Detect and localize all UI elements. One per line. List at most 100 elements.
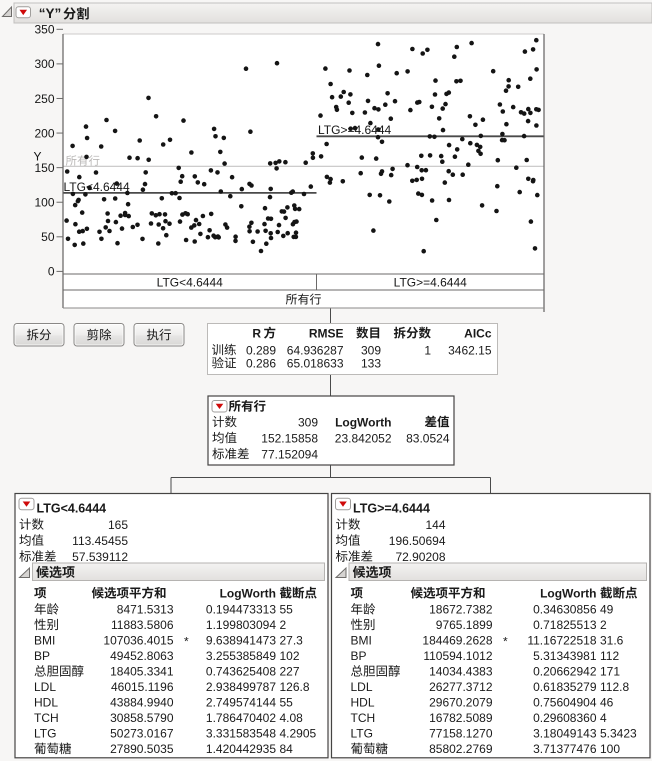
svg-text:0.20662942: 0.20662942: [533, 665, 597, 679]
svg-text:0.75604904: 0.75604904: [533, 696, 597, 710]
svg-text:102: 102: [280, 649, 300, 663]
svg-text:77158.1270: 77158.1270: [429, 727, 493, 741]
svg-text:72.90208: 72.90208: [395, 550, 445, 564]
svg-text:110594.1012: 110594.1012: [423, 649, 493, 663]
svg-text:LTG: LTG: [351, 727, 373, 741]
svg-text:309: 309: [361, 343, 381, 357]
svg-text:126.8: 126.8: [280, 680, 310, 694]
svg-text:TCH: TCH: [351, 711, 376, 725]
svg-text:4.2905: 4.2905: [280, 727, 317, 741]
svg-text:165: 165: [108, 518, 128, 532]
svg-text:64.936287: 64.936287: [287, 343, 344, 357]
svg-text:0.743625408: 0.743625408: [206, 665, 276, 679]
svg-text:9.638941473: 9.638941473: [206, 634, 276, 648]
svg-text:18672.7382: 18672.7382: [429, 603, 493, 617]
svg-text:11883.5806: 11883.5806: [111, 618, 174, 632]
svg-text:83.0524: 83.0524: [406, 431, 450, 445]
svg-text:49: 49: [600, 603, 614, 617]
svg-text:27890.5035: 27890.5035: [110, 742, 174, 756]
svg-text:50: 50: [41, 230, 55, 244]
svg-text:4: 4: [600, 711, 607, 725]
svg-text:133: 133: [361, 356, 381, 370]
svg-text:0.286: 0.286: [246, 356, 276, 370]
svg-text:100: 100: [34, 196, 54, 210]
svg-text:0.34630856: 0.34630856: [533, 603, 597, 617]
svg-text:*: *: [184, 635, 189, 649]
svg-text:300: 300: [34, 57, 54, 71]
svg-text:184469.2628: 184469.2628: [422, 634, 492, 648]
svg-text:3462.15: 3462.15: [448, 343, 492, 357]
svg-text:196.50694: 196.50694: [389, 534, 446, 548]
svg-text:1.420442935: 1.420442935: [206, 742, 276, 756]
svg-text:227: 227: [280, 665, 300, 679]
svg-text:Y: Y: [34, 149, 42, 163]
svg-text:23.842052: 23.842052: [335, 431, 392, 445]
svg-text:2.938499787: 2.938499787: [206, 680, 276, 694]
svg-text:46: 46: [600, 696, 614, 710]
svg-text:77.152094: 77.152094: [261, 447, 318, 461]
svg-text:144: 144: [425, 518, 445, 532]
svg-text:85802.2769: 85802.2769: [429, 742, 493, 756]
svg-text:LogWorth: LogWorth: [335, 415, 391, 429]
svg-text:HDL: HDL: [34, 696, 58, 710]
svg-text:3.71377476: 3.71377476: [533, 742, 597, 756]
svg-text:113.45455: 113.45455: [72, 534, 128, 548]
svg-text:309: 309: [298, 415, 318, 429]
svg-text:26277.3712: 26277.3712: [429, 680, 493, 694]
svg-text:150: 150: [34, 161, 54, 175]
svg-text:5.31343981: 5.31343981: [533, 649, 597, 663]
svg-text:46015.1196: 46015.1196: [111, 680, 174, 694]
svg-text:29670.2079: 29670.2079: [429, 696, 493, 710]
svg-text:112: 112: [600, 649, 619, 663]
svg-text:18405.3341: 18405.3341: [110, 665, 174, 679]
svg-text:55: 55: [280, 696, 294, 710]
svg-text:RMSE: RMSE: [309, 326, 344, 340]
svg-text:49452.8063: 49452.8063: [110, 649, 174, 663]
svg-text:BMI: BMI: [351, 634, 372, 648]
svg-text:0.61835279: 0.61835279: [533, 680, 597, 694]
svg-text:0: 0: [48, 265, 55, 279]
svg-text:LDL: LDL: [34, 680, 56, 694]
svg-text:31.6: 31.6: [600, 634, 624, 648]
svg-text:2: 2: [280, 618, 287, 632]
svg-text:100: 100: [600, 742, 620, 756]
svg-text:LTG<4.6444: LTG<4.6444: [37, 501, 107, 515]
svg-text:55: 55: [280, 603, 294, 617]
svg-text:107036.4015: 107036.4015: [103, 634, 173, 648]
svg-text:112.8: 112.8: [600, 680, 629, 694]
svg-text:HDL: HDL: [351, 696, 375, 710]
svg-text:171: 171: [600, 665, 620, 679]
svg-text:“Y”: “Y”: [39, 6, 62, 21]
svg-text:27.3: 27.3: [280, 634, 304, 648]
svg-text:16782.5089: 16782.5089: [429, 711, 493, 725]
svg-text:2.749574144: 2.749574144: [206, 696, 276, 710]
svg-text:30858.5790: 30858.5790: [110, 711, 174, 725]
svg-text:14034.4383: 14034.4383: [429, 665, 493, 679]
svg-text:LogWorth: LogWorth: [540, 586, 596, 600]
svg-text:50273.0167: 50273.0167: [110, 727, 174, 741]
svg-text:250: 250: [34, 92, 54, 106]
svg-text:0.289: 0.289: [246, 343, 276, 357]
svg-text:BP: BP: [34, 649, 50, 663]
svg-text:200: 200: [34, 126, 54, 140]
svg-text:0.71825513: 0.71825513: [533, 618, 597, 632]
svg-text:152.15858: 152.15858: [261, 431, 318, 445]
svg-text:TCH: TCH: [34, 711, 59, 725]
svg-text:65.018633: 65.018633: [287, 356, 344, 370]
svg-text:0.194473313: 0.194473313: [206, 603, 276, 617]
svg-text:LTG>=4.6444: LTG>=4.6444: [353, 501, 430, 515]
svg-text:BP: BP: [351, 649, 367, 663]
svg-text:1.199803094: 1.199803094: [206, 618, 276, 632]
svg-text:LTG>=4.6444: LTG>=4.6444: [394, 275, 467, 289]
svg-text:57.539112: 57.539112: [72, 550, 128, 564]
svg-text:2: 2: [600, 618, 607, 632]
svg-text:LTG: LTG: [34, 727, 56, 741]
svg-text:11.16722518: 11.16722518: [527, 634, 597, 648]
svg-text:3.255385849: 3.255385849: [206, 649, 276, 663]
svg-text:84: 84: [280, 742, 294, 756]
svg-text:1: 1: [424, 343, 431, 357]
svg-text:AICc: AICc: [464, 326, 492, 340]
svg-text:3.18049143: 3.18049143: [533, 727, 597, 741]
svg-text:R: R: [252, 326, 261, 340]
svg-text:0.29608360: 0.29608360: [533, 711, 597, 725]
